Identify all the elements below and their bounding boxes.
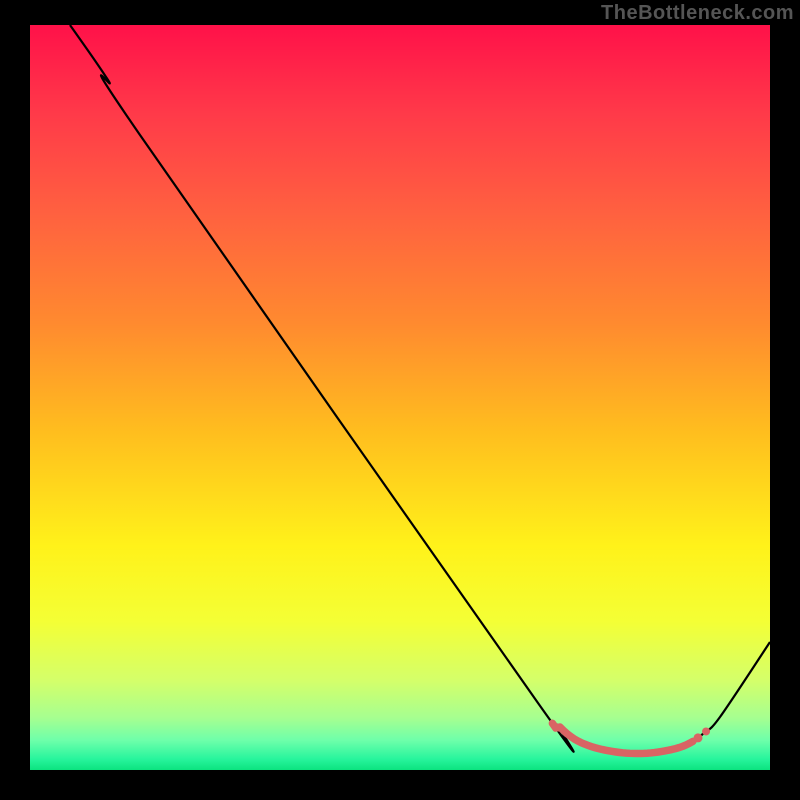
- chart-root: TheBottleneck.com: [0, 0, 800, 800]
- highlight-range: [552, 723, 692, 753]
- watermark-text: TheBottleneck.com: [601, 2, 794, 25]
- highlight-dot-1: [702, 727, 710, 735]
- plot-area: [30, 25, 770, 770]
- curve-layer: [30, 25, 770, 770]
- bottleneck-curve: [70, 25, 770, 754]
- highlight-dot-0: [693, 733, 702, 742]
